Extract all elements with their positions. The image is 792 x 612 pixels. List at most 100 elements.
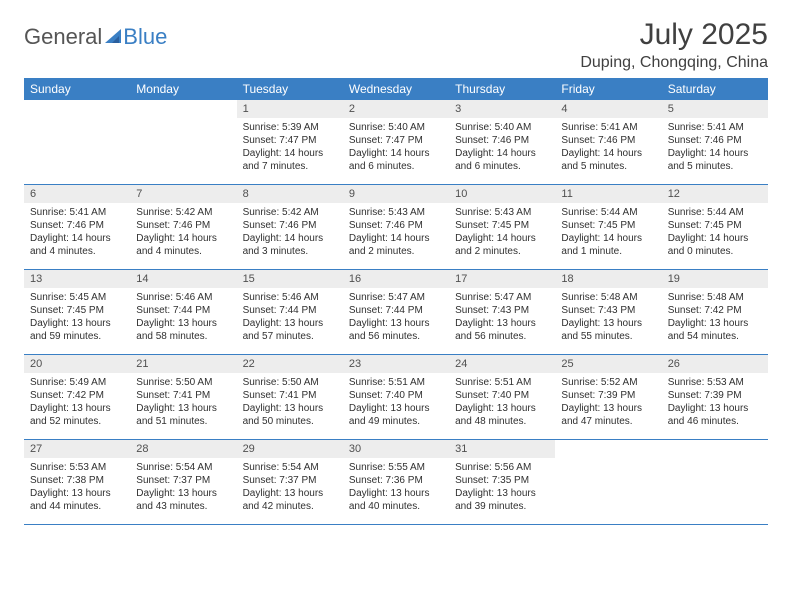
day-body: Sunrise: 5:45 AMSunset: 7:45 PMDaylight:… <box>24 288 130 349</box>
daylight-text: Daylight: 14 hours and 2 minutes. <box>455 232 549 258</box>
day-header-sunday: Sunday <box>24 78 130 100</box>
day-number: 17 <box>449 270 555 288</box>
daylight-text: Daylight: 13 hours and 56 minutes. <box>349 317 443 343</box>
day-number: 3 <box>449 100 555 118</box>
day-cell: 24Sunrise: 5:51 AMSunset: 7:40 PMDayligh… <box>449 355 555 439</box>
day-header-friday: Friday <box>555 78 661 100</box>
day-body: Sunrise: 5:48 AMSunset: 7:43 PMDaylight:… <box>555 288 661 349</box>
day-number: 13 <box>24 270 130 288</box>
day-cell: 11Sunrise: 5:44 AMSunset: 7:45 PMDayligh… <box>555 185 661 269</box>
sunrise-text: Sunrise: 5:41 AM <box>30 206 124 219</box>
sunrise-text: Sunrise: 5:44 AM <box>668 206 762 219</box>
day-body: Sunrise: 5:52 AMSunset: 7:39 PMDaylight:… <box>555 373 661 434</box>
sunset-text: Sunset: 7:46 PM <box>30 219 124 232</box>
day-number: 29 <box>237 440 343 458</box>
sunset-text: Sunset: 7:44 PM <box>349 304 443 317</box>
sunset-text: Sunset: 7:47 PM <box>349 134 443 147</box>
sunrise-text: Sunrise: 5:52 AM <box>561 376 655 389</box>
sunset-text: Sunset: 7:44 PM <box>136 304 230 317</box>
daylight-text: Daylight: 13 hours and 47 minutes. <box>561 402 655 428</box>
sunrise-text: Sunrise: 5:41 AM <box>561 121 655 134</box>
sunrise-text: Sunrise: 5:45 AM <box>30 291 124 304</box>
day-number: 14 <box>130 270 236 288</box>
daylight-text: Daylight: 13 hours and 43 minutes. <box>136 487 230 513</box>
sunrise-text: Sunrise: 5:55 AM <box>349 461 443 474</box>
daylight-text: Daylight: 13 hours and 49 minutes. <box>349 402 443 428</box>
day-number: 11 <box>555 185 661 203</box>
sunrise-text: Sunrise: 5:50 AM <box>243 376 337 389</box>
day-cell: 27Sunrise: 5:53 AMSunset: 7:38 PMDayligh… <box>24 440 130 524</box>
day-number: 8 <box>237 185 343 203</box>
day-cell: 26Sunrise: 5:53 AMSunset: 7:39 PMDayligh… <box>662 355 768 439</box>
day-number: 7 <box>130 185 236 203</box>
sunrise-text: Sunrise: 5:54 AM <box>243 461 337 474</box>
daylight-text: Daylight: 13 hours and 42 minutes. <box>243 487 337 513</box>
sunset-text: Sunset: 7:45 PM <box>455 219 549 232</box>
day-number: 19 <box>662 270 768 288</box>
sunset-text: Sunset: 7:41 PM <box>136 389 230 402</box>
week-row: 13Sunrise: 5:45 AMSunset: 7:45 PMDayligh… <box>24 270 768 355</box>
day-body: Sunrise: 5:44 AMSunset: 7:45 PMDaylight:… <box>555 203 661 264</box>
day-body: Sunrise: 5:51 AMSunset: 7:40 PMDaylight:… <box>449 373 555 434</box>
sunrise-text: Sunrise: 5:40 AM <box>455 121 549 134</box>
day-cell: 31Sunrise: 5:56 AMSunset: 7:35 PMDayligh… <box>449 440 555 524</box>
day-cell: 8Sunrise: 5:42 AMSunset: 7:46 PMDaylight… <box>237 185 343 269</box>
day-number: 22 <box>237 355 343 373</box>
sunset-text: Sunset: 7:39 PM <box>561 389 655 402</box>
day-body: Sunrise: 5:47 AMSunset: 7:43 PMDaylight:… <box>449 288 555 349</box>
sunrise-text: Sunrise: 5:54 AM <box>136 461 230 474</box>
day-cell: 13Sunrise: 5:45 AMSunset: 7:45 PMDayligh… <box>24 270 130 354</box>
day-body: Sunrise: 5:41 AMSunset: 7:46 PMDaylight:… <box>24 203 130 264</box>
day-cell: 25Sunrise: 5:52 AMSunset: 7:39 PMDayligh… <box>555 355 661 439</box>
daylight-text: Daylight: 13 hours and 52 minutes. <box>30 402 124 428</box>
day-body: Sunrise: 5:42 AMSunset: 7:46 PMDaylight:… <box>237 203 343 264</box>
daylight-text: Daylight: 14 hours and 1 minute. <box>561 232 655 258</box>
daylight-text: Daylight: 14 hours and 5 minutes. <box>668 147 762 173</box>
sunrise-text: Sunrise: 5:50 AM <box>136 376 230 389</box>
day-body: Sunrise: 5:54 AMSunset: 7:37 PMDaylight:… <box>130 458 236 519</box>
sunrise-text: Sunrise: 5:43 AM <box>349 206 443 219</box>
page-header: General Blue July 2025 Duping, Chongqing… <box>24 18 768 72</box>
sunrise-text: Sunrise: 5:48 AM <box>561 291 655 304</box>
day-cell: 19Sunrise: 5:48 AMSunset: 7:42 PMDayligh… <box>662 270 768 354</box>
sunrise-text: Sunrise: 5:56 AM <box>455 461 549 474</box>
day-body: Sunrise: 5:56 AMSunset: 7:35 PMDaylight:… <box>449 458 555 519</box>
day-cell: 4Sunrise: 5:41 AMSunset: 7:46 PMDaylight… <box>555 100 661 184</box>
day-cell: 12Sunrise: 5:44 AMSunset: 7:45 PMDayligh… <box>662 185 768 269</box>
empty-day-cell <box>662 440 768 524</box>
day-cell: 23Sunrise: 5:51 AMSunset: 7:40 PMDayligh… <box>343 355 449 439</box>
daylight-text: Daylight: 14 hours and 5 minutes. <box>561 147 655 173</box>
day-number: 27 <box>24 440 130 458</box>
day-body: Sunrise: 5:41 AMSunset: 7:46 PMDaylight:… <box>662 118 768 179</box>
sunset-text: Sunset: 7:42 PM <box>668 304 762 317</box>
daylight-text: Daylight: 14 hours and 3 minutes. <box>243 232 337 258</box>
daylight-text: Daylight: 13 hours and 39 minutes. <box>455 487 549 513</box>
sunset-text: Sunset: 7:40 PM <box>349 389 443 402</box>
day-number: 4 <box>555 100 661 118</box>
day-body: Sunrise: 5:44 AMSunset: 7:45 PMDaylight:… <box>662 203 768 264</box>
day-cell: 18Sunrise: 5:48 AMSunset: 7:43 PMDayligh… <box>555 270 661 354</box>
day-number: 25 <box>555 355 661 373</box>
brand-logo: General Blue <box>24 18 167 50</box>
day-body: Sunrise: 5:55 AMSunset: 7:36 PMDaylight:… <box>343 458 449 519</box>
brand-part2: Blue <box>123 24 167 50</box>
daylight-text: Daylight: 14 hours and 7 minutes. <box>243 147 337 173</box>
sunset-text: Sunset: 7:43 PM <box>455 304 549 317</box>
day-header-row: Sunday Monday Tuesday Wednesday Thursday… <box>24 78 768 100</box>
sunset-text: Sunset: 7:44 PM <box>243 304 337 317</box>
calendar-page: General Blue July 2025 Duping, Chongqing… <box>0 0 792 525</box>
sunset-text: Sunset: 7:45 PM <box>30 304 124 317</box>
day-body: Sunrise: 5:41 AMSunset: 7:46 PMDaylight:… <box>555 118 661 179</box>
day-body: Sunrise: 5:49 AMSunset: 7:42 PMDaylight:… <box>24 373 130 434</box>
sunrise-text: Sunrise: 5:49 AM <box>30 376 124 389</box>
day-header-thursday: Thursday <box>449 78 555 100</box>
daylight-text: Daylight: 14 hours and 0 minutes. <box>668 232 762 258</box>
sunrise-text: Sunrise: 5:46 AM <box>136 291 230 304</box>
week-row: 1Sunrise: 5:39 AMSunset: 7:47 PMDaylight… <box>24 100 768 185</box>
day-number: 24 <box>449 355 555 373</box>
location-text: Duping, Chongqing, China <box>580 54 768 72</box>
day-number: 21 <box>130 355 236 373</box>
sunrise-text: Sunrise: 5:53 AM <box>30 461 124 474</box>
sunset-text: Sunset: 7:46 PM <box>668 134 762 147</box>
day-number: 15 <box>237 270 343 288</box>
